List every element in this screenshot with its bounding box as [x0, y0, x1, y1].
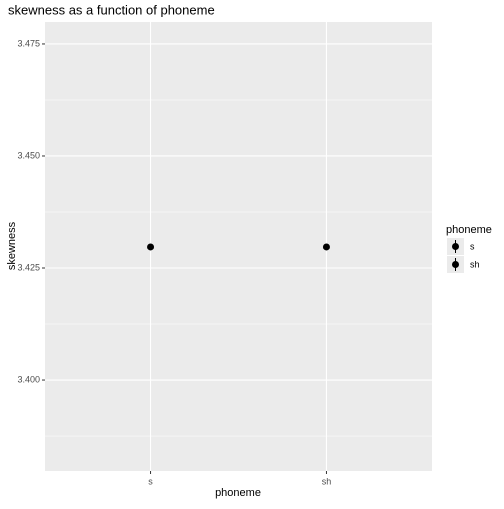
legend-point: [452, 261, 459, 268]
x-tick-label: s: [148, 476, 153, 486]
x-axis-label: phoneme: [215, 487, 261, 499]
x-tick-label: sh: [322, 476, 332, 486]
legend-label: s: [470, 241, 475, 251]
y-axis-label: skewness: [6, 221, 18, 270]
y-tick-label: 3.425: [17, 262, 40, 272]
legend-label: sh: [470, 259, 480, 269]
chart-title: skewness as a function of phoneme: [8, 2, 215, 17]
y-tick-label: 3.475: [17, 38, 40, 48]
y-tick-label: 3.400: [17, 374, 40, 384]
panel: [45, 22, 432, 471]
y-tick-label: 3.450: [17, 150, 40, 160]
point: [147, 243, 155, 251]
legend: phoneme s sh: [446, 224, 492, 273]
legend-point: [452, 243, 459, 250]
point: [322, 243, 330, 251]
legend-title: phoneme: [446, 224, 492, 236]
